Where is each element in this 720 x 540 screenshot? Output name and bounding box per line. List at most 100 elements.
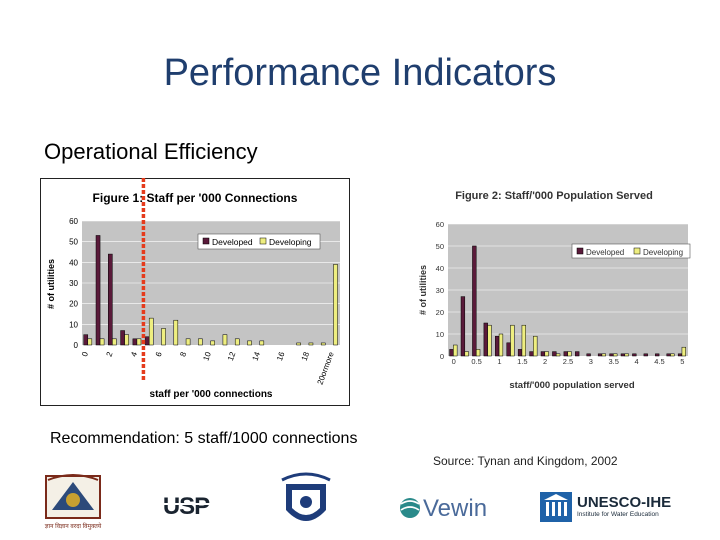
legend-label-developing: Developing: [269, 237, 312, 247]
y-tick-label: 10: [69, 320, 78, 329]
bar-developing-14: [259, 340, 265, 346]
bar-developing-18: [308, 342, 314, 346]
x-tick-label: 8: [178, 350, 188, 358]
bar-developing-0.25: [464, 351, 469, 357]
bar-developed-4.75: [666, 353, 671, 357]
y-tick-label: 50: [69, 238, 78, 247]
emblem-caption: ज्ञान विज्ञान वरदा विमुक्तये: [45, 522, 102, 530]
x-tick-label: 3.5: [608, 357, 618, 366]
slide-subtitle: Operational Efficiency: [44, 139, 258, 164]
bar-developing-1: [99, 338, 105, 346]
bar-developed-3: [586, 353, 591, 357]
y-tick-label: 40: [69, 258, 78, 267]
bar-developing-3.75: [624, 353, 629, 357]
bar-developing-5: [148, 317, 154, 346]
vewin-logo: Vewin: [400, 495, 487, 522]
bar-developed-2.75: [575, 351, 580, 357]
bar-developed-4.25: [643, 353, 648, 357]
x-axis-label: staff per '000 connections: [150, 389, 273, 400]
unesco-subline-1: Institute for Water Education: [577, 511, 659, 518]
recommendation-text: Recommendation: 5 staff/1000 connections: [50, 430, 358, 447]
bar-developed-3.75: [620, 353, 626, 357]
unesco-wordmark: UNESCO-IHE: [577, 494, 671, 511]
y-tick-label: 20: [69, 300, 78, 309]
bar-developed-3.25: [597, 353, 603, 357]
vewin-wordmark: Vewin: [423, 495, 487, 522]
bar-developing-12: [234, 338, 240, 346]
y-tick-label: 50: [436, 242, 444, 251]
bar-developed-5: [677, 353, 683, 357]
bar-developing-2: [544, 351, 549, 357]
bar-developed-0.25: [460, 296, 466, 357]
x-tick-label: 10: [201, 350, 213, 362]
bar-developed-1.75: [529, 351, 534, 357]
bar-developing-10: [210, 340, 215, 346]
institute-emblem-logo: ज्ञान विज्ञान वरदा विमुक्तये: [45, 474, 102, 530]
bar-developed-1.5: [517, 349, 523, 357]
bar-developing-3: [124, 334, 129, 346]
chart-legend: Developed Developing: [197, 233, 321, 250]
bar-developing-13: [247, 340, 252, 346]
bar-developed-0: [449, 349, 454, 357]
y-tick-label: 60: [436, 220, 444, 229]
bar-developed-1: [95, 235, 101, 346]
x-tick-label: 14: [251, 350, 263, 362]
slide-title: Performance Indicators: [163, 52, 557, 94]
bar-developing-0.75: [487, 324, 492, 357]
x-tick-label: 1: [497, 357, 501, 366]
chart-legend: Developed Developing: [571, 243, 691, 259]
bar-developing-5: [681, 346, 686, 357]
x-tick-label: 3: [589, 357, 593, 366]
bar-developed-0: [83, 334, 89, 346]
bar-developing-3.25: [601, 353, 606, 357]
bar-developed-4.5: [655, 353, 660, 357]
unesco-ihe-logo: UNESCO-IHE Institute for Water Education: [540, 492, 671, 522]
bar-developing-0: [87, 338, 93, 346]
bar-developing-4.75: [670, 353, 675, 357]
bar-developing-0: [453, 344, 458, 357]
bar-developed-2: [108, 253, 113, 346]
bar-developing-1.75: [533, 335, 538, 357]
bar-developing-17: [296, 342, 301, 346]
bar-developing-2.5: [567, 351, 572, 357]
bar-developing-3.5: [613, 353, 618, 357]
y-tick-label: 20: [436, 308, 444, 317]
legend-swatch-developing: [633, 247, 641, 255]
bar-developing-9: [198, 338, 203, 346]
bar-developed-3.5: [609, 353, 614, 357]
chart-title: Figure 1: Staff per '000 Connections: [93, 191, 298, 205]
x-axis-label: staff/'000 population served: [509, 380, 634, 391]
bar-developing-1.5: [521, 324, 526, 357]
figure-1-chart: Figure 1: Staff per '000 Connections 0 10…: [40, 178, 350, 406]
bar-developing-2: [112, 338, 117, 346]
y-tick-label: 0: [74, 341, 79, 350]
x-tick-label: 0.5: [471, 357, 481, 366]
bar-developing-6: [161, 328, 166, 346]
x-tick-label: 16: [275, 350, 287, 362]
bar-developed-4: [632, 353, 637, 357]
y-tick-label: 40: [436, 264, 444, 273]
x-tick-label: 0: [80, 350, 90, 358]
bar-developing-19: [320, 342, 326, 346]
figure-2-chart: Figure 2: Staff/'000 Population Served 0…: [404, 180, 696, 405]
bar-developed-4: [132, 338, 138, 346]
y-tick-label: 10: [436, 330, 444, 339]
legend-label-developing: Developing: [643, 248, 683, 257]
legend-label-developed: Developed: [586, 248, 624, 257]
bar-developed-1: [495, 335, 500, 357]
x-tick-label: 4.5: [654, 357, 664, 366]
bar-developed-0.75: [483, 322, 488, 357]
bar-developed-3: [120, 330, 125, 346]
y-axis-label: # of utilities: [418, 265, 428, 315]
y-axis-label: # of utilities: [46, 259, 56, 309]
x-tick-label: 2: [105, 350, 115, 358]
y-tick-label: 30: [436, 286, 444, 295]
y-tick-label: 60: [69, 217, 78, 226]
legend-swatch-developed: [576, 247, 584, 255]
x-tick-label: 5: [680, 357, 684, 366]
x-tick-label: 18: [300, 350, 312, 362]
y-tick-label: 30: [69, 279, 78, 288]
y-tick-label: 0: [440, 352, 444, 361]
bar-developing-20ormore: [333, 264, 338, 346]
x-tick-label: 2.5: [563, 357, 573, 366]
